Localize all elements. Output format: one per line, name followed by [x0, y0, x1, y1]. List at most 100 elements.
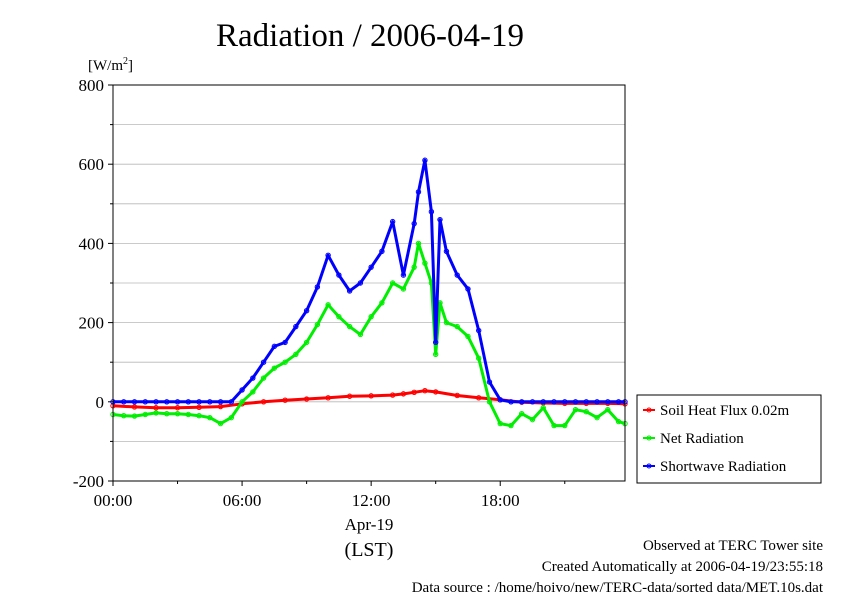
y-tick-label: -200 [73, 472, 104, 491]
data-point [153, 399, 159, 405]
data-point [389, 392, 396, 398]
data-point [346, 288, 353, 294]
y-tick-label: 600 [79, 155, 105, 174]
data-point [389, 218, 396, 225]
data-point [228, 399, 235, 405]
data-point [540, 405, 546, 411]
chart-title: Radiation / 2006-04-19 [216, 18, 524, 54]
series-shortwave-radiation [110, 157, 628, 405]
data-point [415, 240, 422, 247]
series-line [112, 241, 626, 428]
y-tick-label: 400 [79, 234, 105, 253]
data-point [411, 389, 417, 395]
data-point [422, 157, 428, 163]
data-point [497, 420, 503, 427]
data-point [121, 412, 127, 419]
data-point [551, 399, 557, 405]
legend-label: Soil Heat Flux 0.02m [660, 403, 790, 419]
data-point [303, 396, 310, 402]
legend: Soil Heat Flux 0.02m Net Radiation Shortwa… [636, 394, 822, 484]
series-line [113, 158, 625, 404]
x-axis: 00:00 06:00 12:00 18:00 [94, 481, 566, 510]
data-point [486, 379, 493, 385]
data-point [422, 388, 428, 394]
data-point [239, 387, 245, 393]
data-point [432, 351, 439, 357]
data-point [314, 284, 321, 290]
data-point [454, 323, 460, 330]
data-point [562, 422, 568, 429]
data-point [379, 248, 385, 255]
data-point [282, 397, 288, 403]
data-point [411, 264, 417, 270]
data-point [314, 321, 321, 328]
data-point [142, 411, 148, 418]
y-tick-label: 0 [96, 393, 105, 412]
data-point [271, 365, 278, 371]
data-point [437, 216, 443, 223]
grid-lines [113, 124, 625, 442]
data-point [368, 313, 374, 320]
data-point [164, 399, 170, 405]
data-point [303, 339, 310, 346]
data-point [260, 375, 267, 381]
data-point [131, 404, 138, 410]
data-point [357, 280, 364, 286]
data-point [400, 272, 407, 278]
data-point [174, 399, 181, 405]
data-point [131, 399, 138, 405]
data-point [519, 410, 525, 417]
data-point [250, 389, 256, 395]
data-point [131, 413, 138, 419]
data-point [605, 407, 611, 413]
data-point [357, 331, 364, 338]
series-layer [110, 157, 628, 429]
data-point [325, 252, 331, 258]
data-point [432, 339, 439, 346]
data-point [454, 272, 460, 278]
data-point [368, 264, 374, 270]
data-point [282, 359, 288, 365]
data-point [594, 414, 600, 421]
data-point [519, 399, 525, 405]
data-point [207, 414, 213, 421]
legend-label: Shortwave Radiation [660, 459, 787, 475]
data-point [476, 395, 482, 401]
data-point [379, 300, 385, 306]
data-point [228, 414, 235, 421]
data-point [185, 411, 191, 418]
x-tick-label: 12:00 [352, 491, 391, 510]
footer-created: Created Automatically at 2006-04-19/23:5… [542, 559, 823, 575]
data-point [594, 399, 600, 405]
data-point [540, 399, 546, 405]
data-point [196, 412, 202, 419]
y-tick-label: 200 [79, 314, 105, 333]
data-point [325, 395, 331, 401]
series-net-radiation [110, 240, 628, 429]
data-point [174, 410, 181, 417]
data-point [400, 391, 407, 397]
data-point [551, 422, 557, 429]
y-tick-label: 800 [79, 76, 105, 95]
footer-observed: Observed at TERC Tower site [643, 538, 823, 554]
data-point [465, 333, 471, 340]
data-point [422, 260, 428, 266]
data-point [476, 355, 482, 361]
data-point [508, 422, 514, 429]
legend-marker [646, 435, 652, 441]
data-point [529, 399, 536, 405]
data-point [415, 189, 422, 195]
data-point [196, 399, 202, 405]
x-tick-label: 18:00 [481, 491, 520, 510]
data-point [217, 399, 224, 405]
data-point [164, 410, 170, 417]
footer-data-source: Data source : /home/hoivo/new/TERC-data/… [412, 580, 824, 595]
data-point [293, 323, 299, 330]
data-point [196, 404, 202, 411]
data-point [346, 323, 353, 330]
data-point [476, 327, 482, 334]
data-point [432, 389, 439, 395]
data-point [454, 392, 460, 399]
data-point [121, 399, 127, 405]
data-point [207, 399, 213, 405]
